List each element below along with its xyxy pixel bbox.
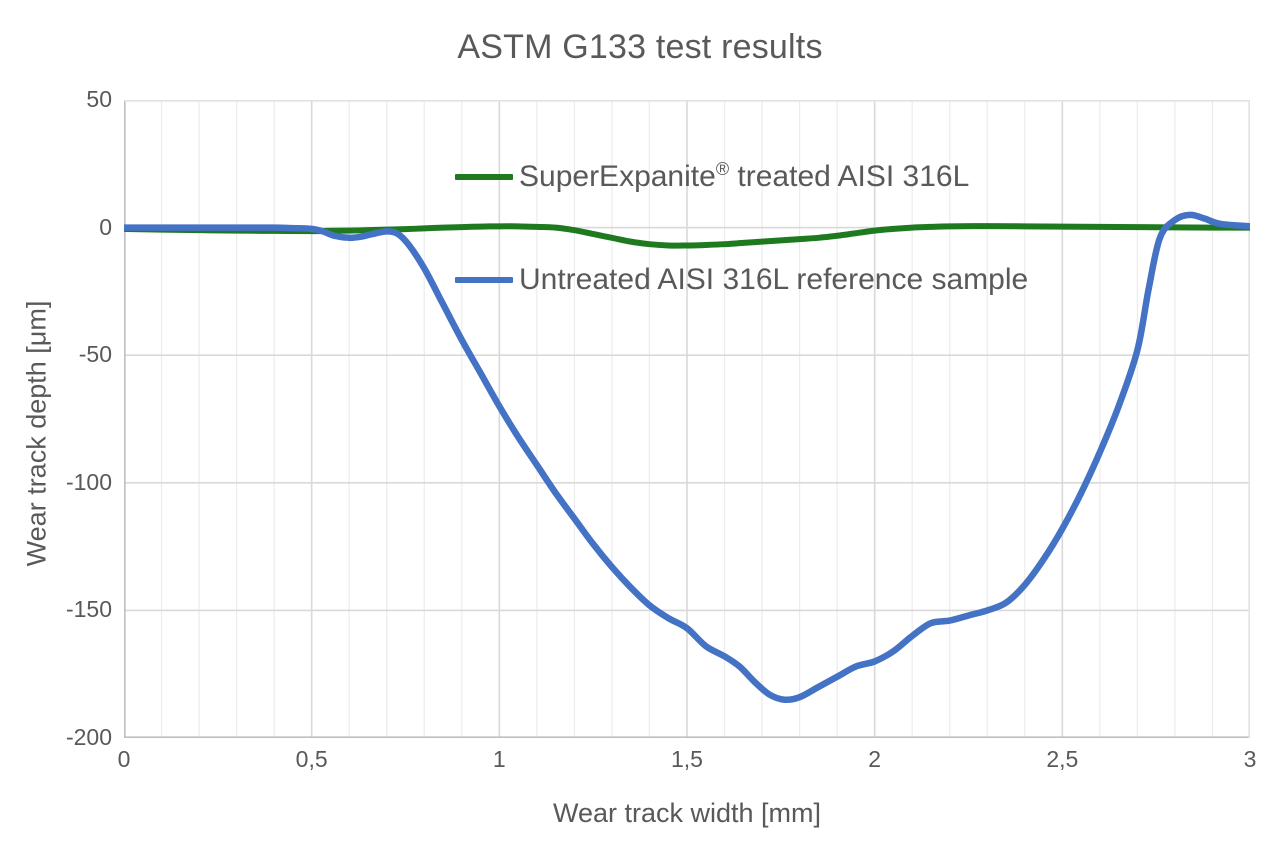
- data-series: [120, 211, 1254, 704]
- legend-item-treated[interactable]: SuperExpanite® treated AISI 316L: [455, 159, 970, 193]
- y-tick-label: 50: [86, 86, 112, 112]
- y-tick-label: -50: [78, 341, 112, 368]
- legend-swatch-treated-line-icon: [455, 174, 513, 180]
- plot-svg: [120, 100, 1254, 739]
- series-line-treated: [121, 223, 1253, 249]
- y-tick-label: -150: [65, 596, 112, 623]
- axis-lines: [124, 100, 1250, 739]
- y-tick-label: -200: [65, 724, 112, 750]
- y-tick-label: 0: [99, 213, 112, 240]
- y-axis-title: Wear track depth [μm]: [21, 300, 52, 567]
- x-tick-label: 3: [1243, 746, 1257, 772]
- gridlines: [124, 100, 1250, 738]
- x-tick-label: 1,5: [671, 746, 703, 772]
- x-tick-label: 0: [117, 746, 131, 772]
- x-tick-label: 1: [492, 746, 506, 772]
- chart-title: ASTM G133 test results: [457, 28, 823, 66]
- legend-label-untreated: Untreated AISI 316L reference sample: [519, 263, 1029, 296]
- plot-area: [120, 100, 1254, 739]
- legend-item-untreated[interactable]: Untreated AISI 316L reference sample: [455, 265, 1028, 295]
- x-tick-label: 2: [868, 746, 882, 772]
- x-tick-label: 2,5: [1046, 746, 1079, 772]
- x-axis-title: Wear track width [mm]: [552, 798, 822, 828]
- legend-swatch-untreated-line-icon: [455, 277, 513, 283]
- y-tick-label: -100: [65, 468, 112, 495]
- series-line-untreated: [120, 211, 1254, 704]
- x-tick-label: 0,5: [295, 746, 328, 772]
- legend-label-treated: SuperExpanite® treated AISI 316L: [519, 159, 970, 193]
